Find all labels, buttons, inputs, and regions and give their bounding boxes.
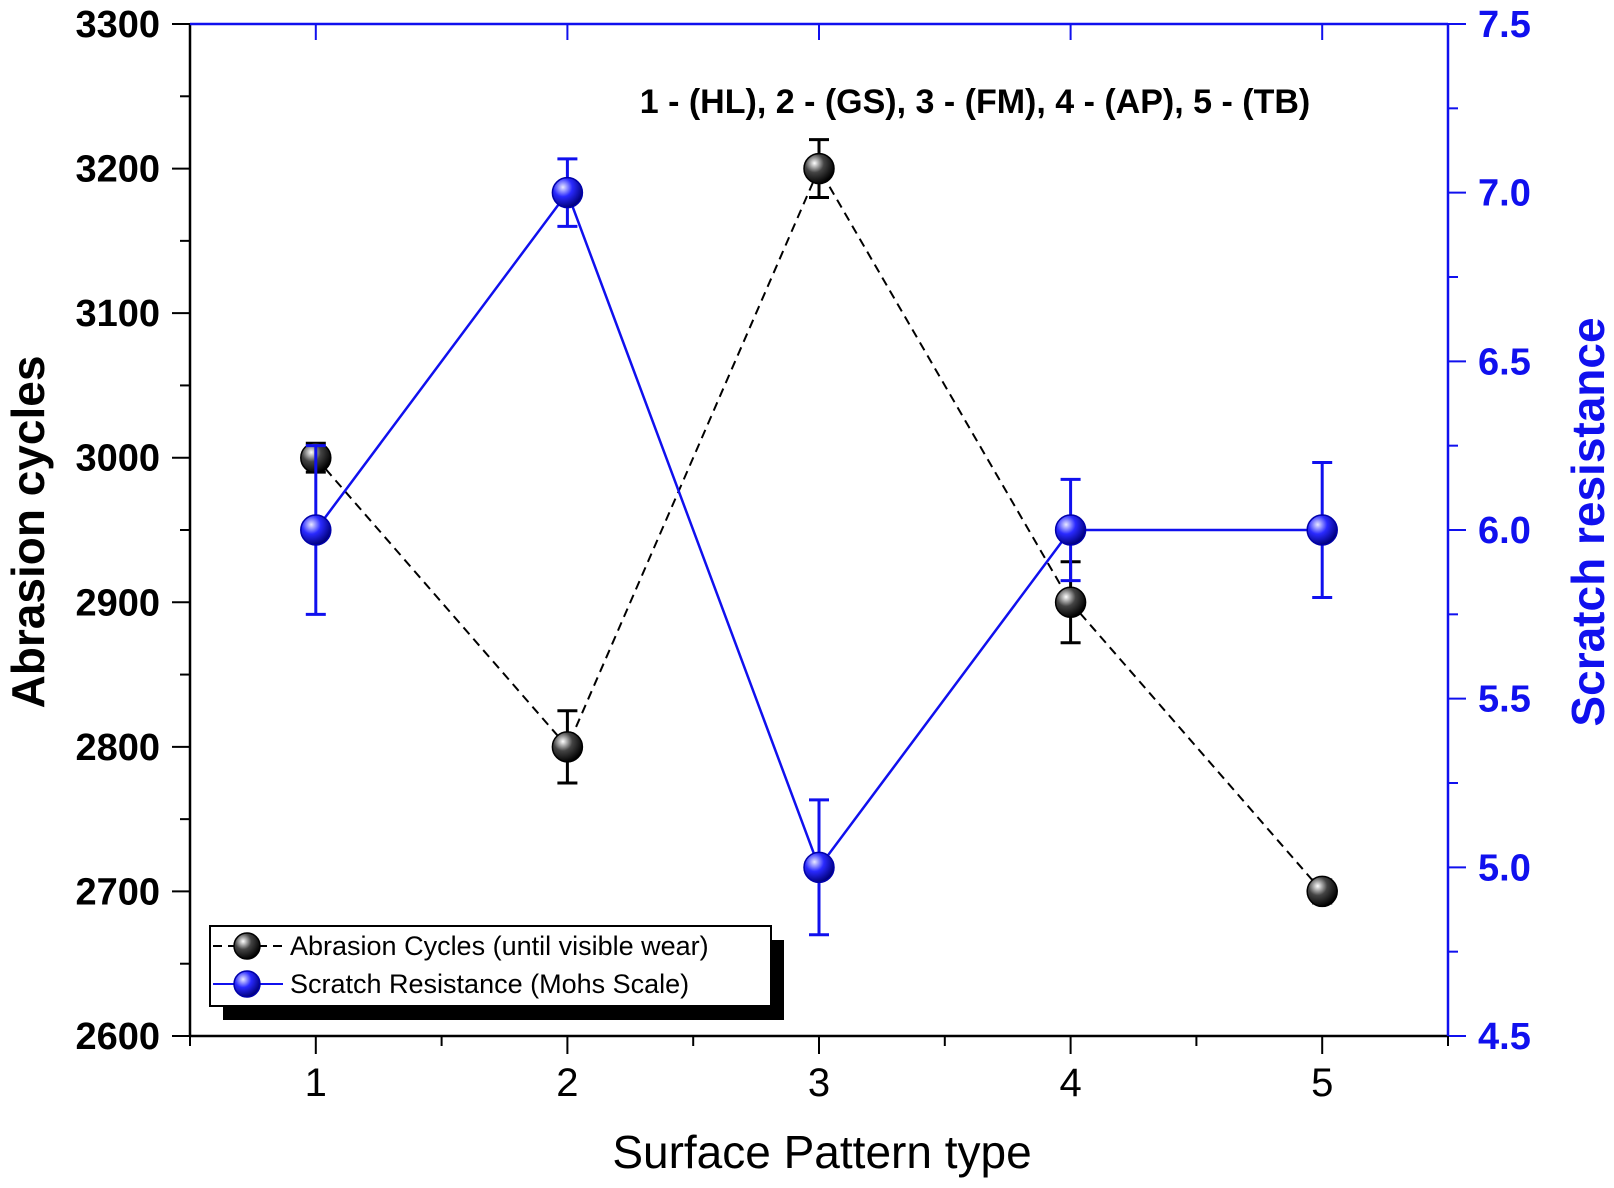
bottom-tick-label: 4: [1059, 1061, 1081, 1105]
left-tick-label: 2700: [75, 871, 160, 913]
right-y-axis-title: Scratch resistance: [1562, 317, 1614, 726]
legend-label-abrasion: Abrasion Cycles (until visible wear): [290, 931, 709, 961]
left-tick-label: 3100: [75, 293, 160, 335]
left-y-axis-title: Abrasion cycles: [2, 356, 54, 709]
legend-entry-scratch: Scratch Resistance (Mohs Scale): [213, 969, 689, 999]
legend-marker-scratch: [233, 970, 261, 998]
series-line-1: [314, 190, 1323, 870]
legend-marker-abrasion: [233, 932, 261, 960]
right-tick-label: 7.0: [1478, 173, 1531, 215]
right-tick-label: 6.5: [1478, 341, 1531, 383]
data-point-scratch: [551, 176, 584, 209]
text-layer: 1 - (HL), 2 - (GS), 3 - (FM), 4 - (AP), …: [2, 83, 1614, 1178]
bottom-tick-label: 1: [305, 1061, 327, 1105]
data-point-scratch: [300, 514, 332, 546]
data-point-abrasion: [1054, 586, 1087, 619]
data-point-abrasion: [1306, 875, 1338, 908]
legend: Abrasion Cycles (until visible wear) Scr…: [209, 925, 784, 1020]
right-tick-label: 6.0: [1478, 510, 1531, 552]
markers-layer: [300, 138, 1338, 937]
legend-label-scratch: Scratch Resistance (Mohs Scale): [290, 969, 689, 999]
left-tick-label: 2600: [75, 1016, 160, 1058]
bottom-tick-label: 3: [808, 1061, 830, 1105]
data-point-scratch: [1054, 514, 1087, 546]
legend-box: [209, 925, 772, 1007]
right-tick-label: 5.0: [1478, 847, 1531, 889]
bottom-tick-label: 5: [1311, 1061, 1333, 1105]
left-tick-label: 3000: [75, 438, 160, 480]
x-axis-title: Surface Pattern type: [612, 1126, 1031, 1178]
left-tick-label: 3200: [75, 149, 160, 191]
left-tick-label: 2800: [75, 727, 160, 769]
right-tick-label: 5.5: [1478, 679, 1531, 721]
data-point-abrasion: [551, 731, 584, 763]
series-lines-layer: [314, 166, 1323, 893]
bottom-tick-label: 2: [556, 1061, 578, 1105]
legend-entry-abrasion: Abrasion Cycles (until visible wear): [213, 931, 709, 961]
data-point-abrasion: [803, 152, 835, 185]
left-tick-label: 3300: [75, 4, 160, 46]
pattern-key-annotation: 1 - (HL), 2 - (GS), 3 - (FM), 4 - (AP), …: [640, 83, 1311, 121]
data-point-scratch: [803, 851, 835, 884]
data-point-scratch: [1306, 514, 1338, 546]
axes-layer: 2600 2700 2800 2900 3000 3100 3200 3300 4.5 5.0 5.…: [75, 4, 1530, 1105]
right-tick-label: 7.5: [1478, 4, 1531, 46]
left-tick-label: 2900: [75, 582, 160, 624]
right-tick-label: 4.5: [1478, 1016, 1531, 1058]
